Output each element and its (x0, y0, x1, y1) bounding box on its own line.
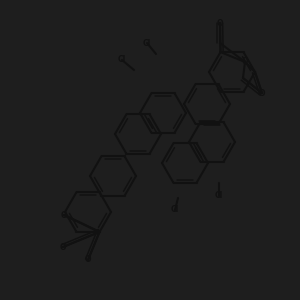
Text: O: O (217, 19, 223, 28)
Text: O: O (60, 242, 66, 251)
Text: O: O (259, 88, 265, 98)
Text: Cl: Cl (215, 191, 223, 200)
Text: Cl: Cl (118, 56, 126, 64)
Text: Cl: Cl (171, 206, 179, 214)
Text: O: O (242, 58, 248, 67)
Text: O: O (61, 211, 67, 220)
Text: O: O (85, 256, 91, 265)
Text: Cl: Cl (143, 38, 151, 47)
